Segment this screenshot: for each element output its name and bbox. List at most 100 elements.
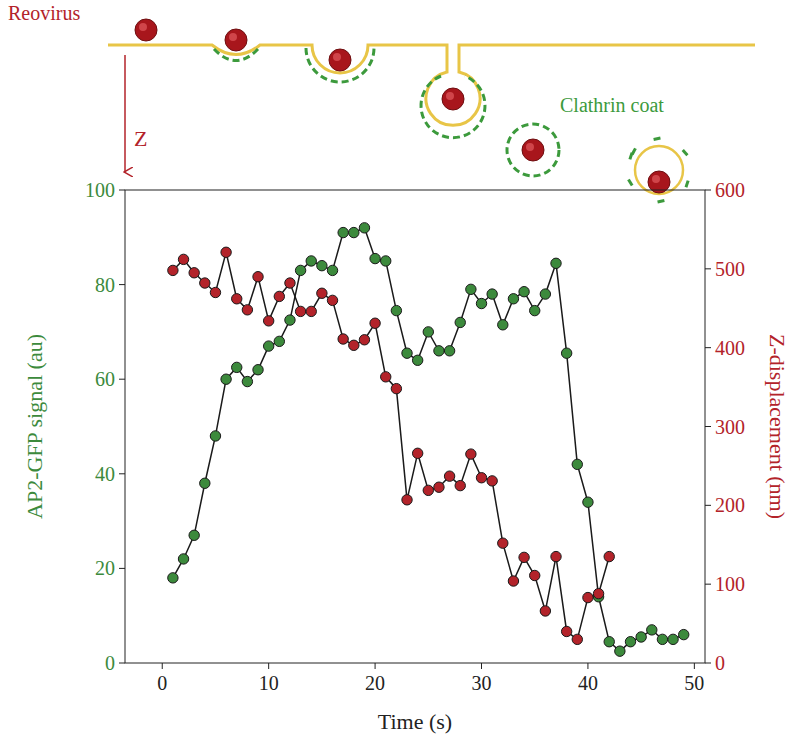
y-tick <box>119 379 125 380</box>
data-point <box>242 305 252 315</box>
data-point <box>178 554 188 564</box>
y-tick-label: 40 <box>95 463 115 485</box>
data-point <box>444 471 454 481</box>
axes: 0102030405002040608010001002003004005006… <box>22 179 790 734</box>
data-point <box>349 227 359 237</box>
y2-axis-title: Z-displacement (nm) <box>765 334 790 519</box>
vesicle-membrane <box>635 146 683 194</box>
y-tick <box>119 473 125 474</box>
data-point <box>476 298 486 308</box>
y2-tick <box>705 663 711 664</box>
data-point <box>381 372 391 382</box>
data-point <box>168 265 178 275</box>
reovirus-highlight <box>652 175 660 183</box>
reovirus-highlight <box>446 92 454 100</box>
data-point <box>274 291 284 301</box>
data-point <box>423 485 433 495</box>
data-point <box>189 268 199 278</box>
figure: ReovirusZClathrin coat010203040500204060… <box>0 0 799 741</box>
x-tick <box>375 663 376 669</box>
schematic: ReovirusZClathrin coat <box>8 2 755 202</box>
data-point <box>306 306 316 316</box>
data-point <box>200 278 210 288</box>
data-point <box>679 629 689 639</box>
y-tick-label: 0 <box>105 652 115 674</box>
data-point <box>232 294 242 304</box>
data-point <box>168 573 178 583</box>
x-tick <box>481 663 482 669</box>
data-point <box>519 286 529 296</box>
y2-tick-label: 200 <box>715 494 745 516</box>
data-point <box>338 227 348 237</box>
data-point <box>423 327 433 337</box>
data-point <box>295 306 305 316</box>
data-point <box>263 341 273 351</box>
reovirus-highlight <box>333 53 341 61</box>
data-point <box>221 374 231 384</box>
y2-tick-label: 600 <box>715 179 745 201</box>
data-point <box>540 289 550 299</box>
data-point <box>232 362 242 372</box>
x-tick <box>162 663 163 669</box>
y-tick <box>119 190 125 191</box>
data-point <box>498 320 508 330</box>
data-point <box>647 625 657 635</box>
data-area <box>168 223 689 657</box>
reovirus-highlight <box>229 33 237 41</box>
data-point <box>498 538 508 548</box>
data-point <box>349 340 359 350</box>
data-point <box>657 634 667 644</box>
reovirus <box>329 49 351 71</box>
data-point <box>338 334 348 344</box>
data-point <box>412 448 422 458</box>
data-point <box>189 530 199 540</box>
data-point <box>434 482 444 492</box>
data-point <box>253 365 263 375</box>
clathrin-fragment <box>658 201 665 202</box>
y2-tick-label: 0 <box>715 652 725 674</box>
x-tick-label: 50 <box>684 672 704 694</box>
data-point <box>583 497 593 507</box>
reovirus <box>225 29 247 51</box>
data-point <box>455 317 465 327</box>
data-point <box>274 336 284 346</box>
data-point <box>285 278 295 288</box>
data-point <box>540 606 550 616</box>
x-tick-label: 0 <box>157 672 167 694</box>
y-tick-label: 80 <box>95 274 115 296</box>
reovirus-highlight <box>139 23 147 31</box>
x-tick <box>694 663 695 669</box>
data-point <box>583 592 593 602</box>
y2-tick-label: 500 <box>715 258 745 280</box>
x-tick-label: 20 <box>365 672 385 694</box>
clathrin-coat <box>306 48 374 82</box>
data-point <box>615 646 625 656</box>
y2-tick <box>705 268 711 269</box>
data-point <box>561 348 571 358</box>
data-point <box>327 265 337 275</box>
data-point <box>561 626 571 636</box>
annotation: Z <box>134 126 147 151</box>
reovirus <box>522 139 544 161</box>
data-point <box>476 473 486 483</box>
data-point <box>668 634 678 644</box>
data-point <box>466 284 476 294</box>
y2-tick <box>705 190 711 191</box>
y2-tick <box>705 505 711 506</box>
data-point <box>391 305 401 315</box>
data-point <box>593 588 603 598</box>
clathrin-fragment <box>630 153 632 160</box>
data-point <box>551 258 561 268</box>
data-point <box>391 383 401 393</box>
y-tick-label: 20 <box>95 557 115 579</box>
y2-tick-label: 400 <box>715 337 745 359</box>
data-point <box>572 459 582 469</box>
annotation: Clathrin coat <box>560 94 664 116</box>
data-point <box>604 551 614 561</box>
data-point <box>359 223 369 233</box>
data-point <box>359 335 369 345</box>
y-axis-title: AP2-GFP signal (au) <box>22 334 47 519</box>
data-point <box>306 256 316 266</box>
reovirus <box>135 19 157 41</box>
data-point <box>551 551 561 561</box>
